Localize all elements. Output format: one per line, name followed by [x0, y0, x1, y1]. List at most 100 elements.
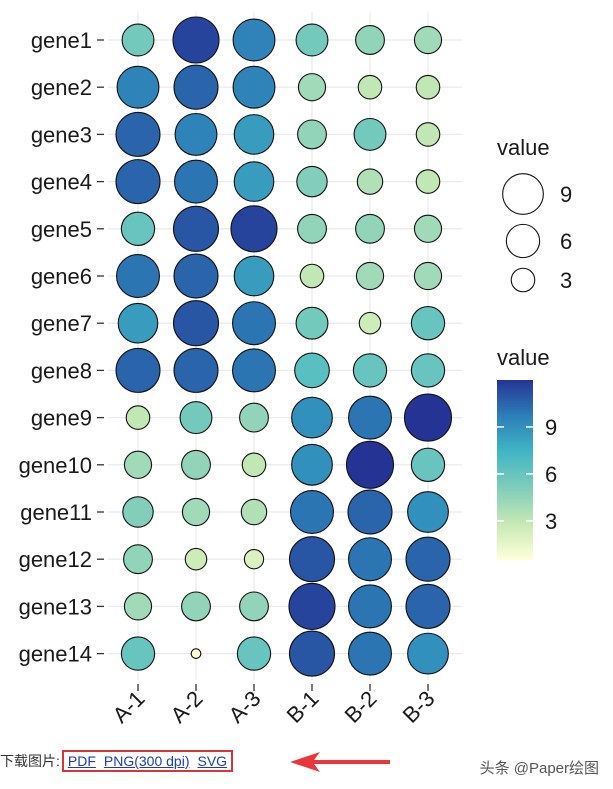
data-point — [405, 536, 451, 582]
data-point — [232, 18, 276, 62]
data-point — [355, 213, 385, 244]
download-pdf-link[interactable]: PDF — [67, 753, 96, 769]
y-tick-label: gene14 — [19, 642, 92, 667]
arrow-icon — [290, 752, 390, 772]
size-legend-title: value — [497, 135, 550, 160]
data-point — [120, 636, 156, 671]
data-point — [239, 591, 269, 622]
x-tick-label: A-3 — [224, 686, 266, 728]
data-point — [233, 114, 275, 155]
data-point — [230, 205, 278, 253]
data-point — [353, 117, 387, 151]
data-point — [179, 401, 213, 435]
data-point — [231, 348, 277, 393]
download-label: 下载图片: — [0, 753, 60, 769]
data-point — [347, 537, 393, 582]
data-point — [357, 74, 383, 100]
x-tick-label: A-1 — [108, 686, 150, 728]
data-point — [297, 213, 327, 244]
y-tick-label: gene4 — [31, 170, 92, 195]
data-point — [295, 23, 329, 57]
data-point — [115, 111, 161, 157]
data-point — [345, 440, 395, 489]
data-point — [122, 496, 154, 528]
x-tick-label: A-2 — [166, 686, 208, 728]
data-point — [403, 393, 453, 442]
y-tick-label: gene8 — [31, 358, 92, 383]
data-point — [356, 168, 384, 195]
data-point — [233, 255, 275, 297]
watermark: 头条 @Paper绘图 — [479, 760, 599, 777]
data-point — [123, 450, 153, 479]
size-legend-label: 3 — [560, 268, 572, 293]
data-point — [233, 161, 275, 202]
data-point — [115, 347, 161, 393]
y-tick-label: gene10 — [19, 453, 92, 478]
data-point — [288, 536, 336, 583]
data-point — [405, 583, 451, 629]
data-point — [174, 112, 218, 156]
data-point — [291, 396, 333, 439]
data-point — [413, 25, 443, 55]
data-point — [297, 119, 327, 150]
data-point — [117, 302, 159, 344]
data-point — [239, 402, 269, 433]
data-point — [289, 489, 335, 535]
data-point — [181, 497, 211, 527]
data-point — [410, 447, 446, 482]
y-tick-label: gene13 — [19, 594, 92, 619]
data-point — [190, 648, 202, 659]
colorbar — [497, 380, 533, 560]
size-legend-label: 9 — [560, 182, 572, 207]
data-point — [172, 205, 220, 252]
data-point — [120, 211, 156, 246]
data-point — [241, 452, 267, 478]
y-tick-label: gene12 — [19, 547, 92, 572]
data-point — [121, 23, 155, 57]
y-tick-label: gene6 — [31, 264, 92, 289]
data-point — [181, 591, 211, 622]
y-tick-label: gene9 — [31, 406, 92, 431]
download-svg-link[interactable]: SVG — [197, 753, 228, 769]
data-point — [236, 636, 272, 671]
data-point — [407, 632, 449, 675]
y-tick-label: gene3 — [31, 122, 92, 147]
data-point — [231, 301, 277, 346]
data-point — [415, 122, 441, 147]
data-point — [291, 443, 333, 486]
size-legend-label: 6 — [560, 229, 572, 254]
data-point — [347, 584, 393, 629]
data-point — [413, 261, 443, 291]
data-point — [115, 253, 161, 299]
data-point — [181, 449, 211, 480]
data-point — [123, 592, 153, 621]
x-tick-label: B-1 — [282, 686, 324, 728]
data-point — [415, 74, 441, 100]
legends: value 9 6 3 value 9 6 3 — [497, 135, 572, 560]
x-tick-label: B-2 — [340, 686, 382, 728]
data-point — [295, 306, 329, 340]
download-links-box: PDF PNG(300 dpi) SVG — [61, 750, 234, 772]
color-legend-title: value — [497, 345, 550, 370]
size-legend-key — [502, 173, 544, 215]
x-tick-label: B-3 — [398, 686, 440, 728]
data-point — [184, 547, 208, 571]
data-point — [299, 263, 325, 289]
download-png-link[interactable]: PNG(300 dpi) — [103, 753, 190, 769]
data-point — [355, 261, 385, 291]
data-point — [407, 491, 449, 533]
colorbar-label: 9 — [545, 415, 557, 440]
data-point — [347, 489, 393, 535]
data-point — [413, 214, 443, 243]
bubble-chart: gene1 gene2 gene3 gene4 gene5 gene6 gene7 gene8… — [19, 12, 572, 728]
grid-lines — [108, 12, 462, 680]
data-point — [123, 544, 153, 575]
data-point — [410, 353, 446, 388]
y-tick-label: gene2 — [31, 75, 92, 100]
data-point — [347, 631, 393, 676]
data-point — [173, 347, 219, 393]
size-legend-key — [505, 223, 541, 259]
data-point — [173, 253, 219, 299]
y-tick-label: gene11 — [20, 500, 92, 525]
colorbar-label: 3 — [545, 509, 557, 534]
